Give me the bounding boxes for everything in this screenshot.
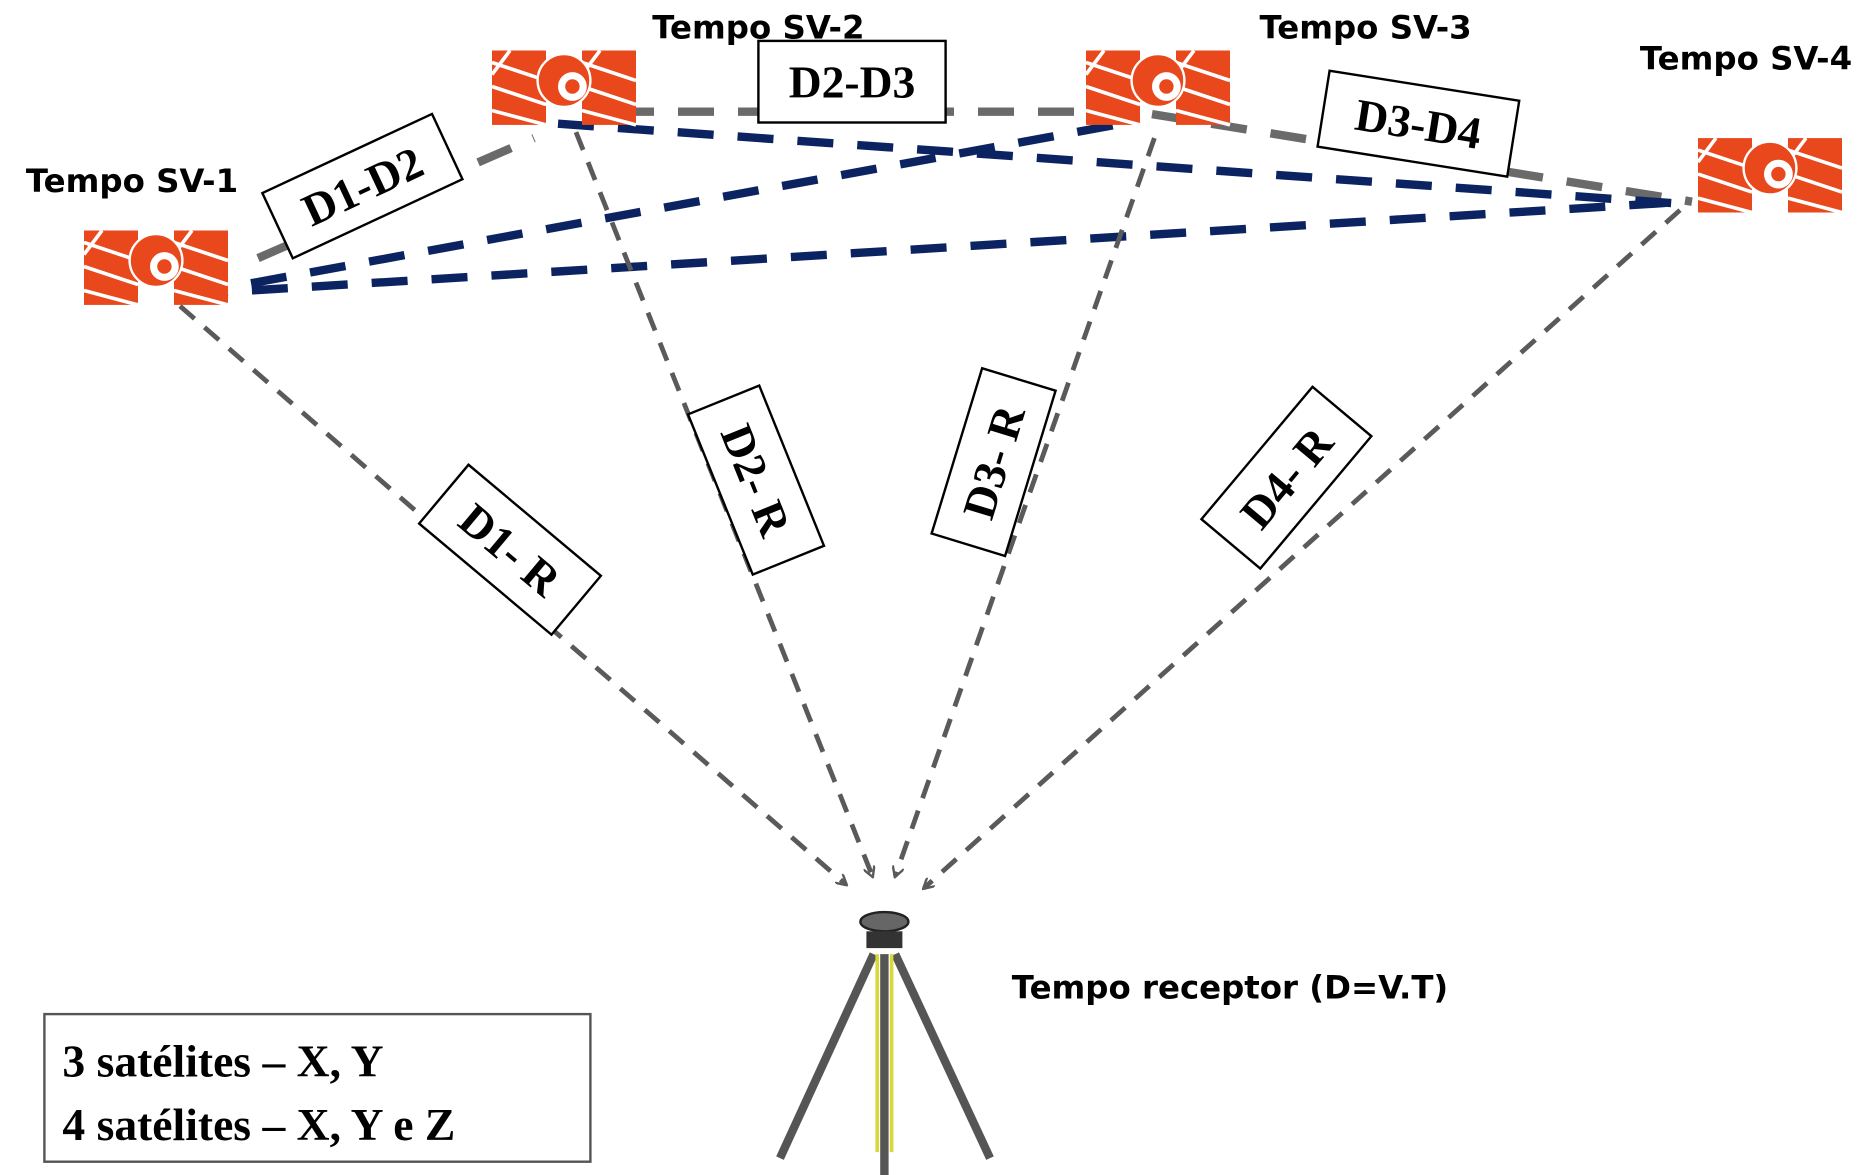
info-line: 3 satélites – X, Y [62, 1036, 383, 1087]
satellite-label: Tempo SV-1 [26, 162, 238, 200]
satellite-label: Tempo SV-4 [1640, 40, 1852, 78]
satellite-label: Tempo SV-3 [1259, 9, 1471, 47]
distance-tag: D4- R [1201, 387, 1371, 569]
satellite [492, 51, 636, 125]
distance-tag: D3-D4 [1318, 71, 1520, 177]
distance-tag: D2-D3 [758, 41, 945, 123]
distance-label: D2-D3 [789, 56, 916, 107]
info-line: 4 satélites – X, Y e Z [62, 1099, 455, 1150]
distance-tag: D2- R [688, 386, 824, 575]
range-line [924, 210, 1680, 888]
link-line [192, 202, 1686, 294]
satellite [84, 231, 228, 305]
satellite [1698, 138, 1842, 212]
distance-tag: D1- R [419, 465, 601, 635]
diagram: Tempo SV-1 Tempo SV-2 Tempo SV-3 Tempo S… [0, 0, 1872, 1175]
receiver [780, 912, 990, 1175]
page: Tempo SV-1 Tempo SV-2 Tempo SV-3 Tempo S… [0, 0, 1872, 1175]
distance-tag: D3- R [932, 368, 1056, 556]
receiver-label: Tempo receptor (D=V.T) [1012, 969, 1448, 1007]
distance-tag: D1-D2 [262, 114, 462, 258]
